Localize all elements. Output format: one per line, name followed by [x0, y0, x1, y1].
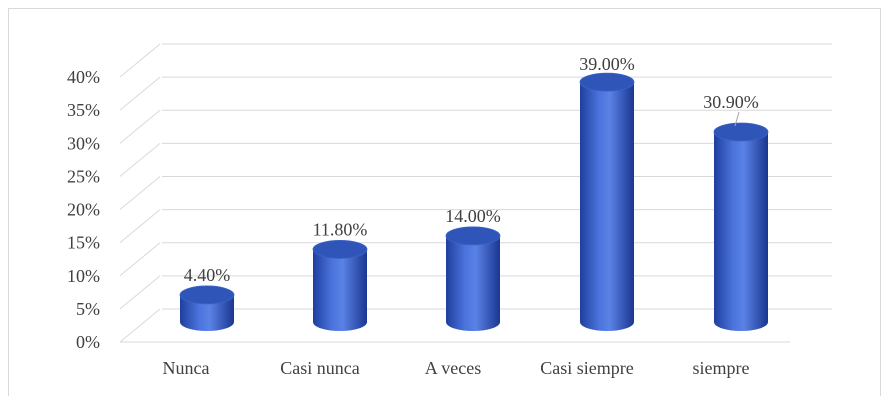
gridline-diag	[119, 209, 161, 244]
gridline-diag	[119, 142, 161, 177]
data-labels: 4.40% 11.80% 14.00% 39.00% 30.90%	[184, 54, 759, 285]
category-label: Nunca	[163, 358, 210, 378]
y-tick-label: 30%	[67, 133, 100, 153]
data-label: 39.00%	[579, 54, 635, 74]
bar-body	[446, 235, 500, 331]
bars	[179, 72, 769, 332]
bar-top	[445, 226, 501, 246]
gridline-diag	[119, 275, 161, 310]
data-label: 4.40%	[184, 265, 231, 285]
data-label: 11.80%	[313, 219, 368, 239]
category-label: A veces	[425, 358, 481, 378]
chart-frame	[8, 8, 881, 396]
bar-siempre	[713, 122, 769, 331]
gridline-diag	[119, 308, 161, 343]
bar-body	[714, 131, 768, 331]
category-label: siempre	[693, 358, 750, 378]
bar-a-veces	[445, 226, 501, 331]
gridline-diag	[119, 176, 161, 210]
gridline-diag	[119, 242, 161, 277]
gridline-diag	[119, 43, 161, 78]
y-tick-label: 25%	[67, 166, 100, 186]
data-label: 30.90%	[703, 92, 759, 112]
bar-casi-nunca	[312, 240, 368, 331]
x-axis-categories: Nunca Casi nunca A veces Casi siempre siempr…	[163, 358, 750, 378]
y-tick-label: 35%	[67, 100, 100, 120]
y-axis-ticks: 0% 5% 10% 15% 20% 25% 30% 35% 40%	[67, 67, 100, 352]
gridline-diag	[119, 109, 161, 144]
bar-top	[579, 72, 635, 92]
bar-casi-siempre	[579, 72, 635, 332]
y-tick-label: 40%	[67, 67, 100, 87]
y-tick-label: 0%	[76, 332, 100, 352]
bar-nunca	[179, 285, 235, 331]
bar-top	[312, 240, 368, 259]
leader-line	[734, 111, 740, 127]
gridline-diag	[119, 76, 161, 111]
y-tick-label: 15%	[67, 233, 100, 253]
bar-body	[180, 294, 234, 331]
category-label: Casi siempre	[540, 358, 633, 378]
category-label: Casi nunca	[280, 358, 359, 378]
y-tick-label: 5%	[76, 299, 100, 319]
y-tick-label: 10%	[67, 266, 100, 286]
data-label: 14.00%	[445, 206, 501, 226]
bar-body	[580, 82, 634, 332]
y-tick-label: 20%	[67, 200, 100, 220]
bar-top	[713, 122, 769, 142]
bar-body	[313, 249, 367, 331]
bar-top	[179, 285, 235, 305]
